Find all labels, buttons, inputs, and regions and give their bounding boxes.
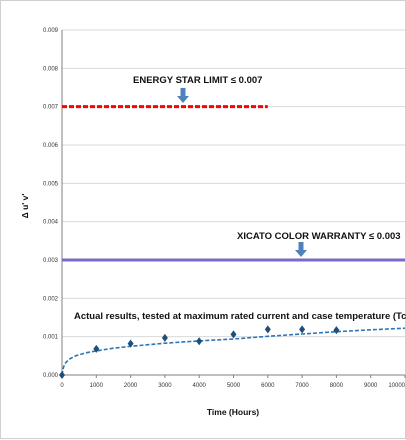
y-tick-label: 0.001 xyxy=(43,335,59,341)
x-tick-label: 6000 xyxy=(261,383,275,389)
y-tick-label: 0.004 xyxy=(43,220,59,226)
y-tick-label: 0.005 xyxy=(43,181,59,187)
results-annotation: Actual results, tested at maximum rated … xyxy=(74,311,406,322)
data-point xyxy=(93,344,100,353)
x-tick-label: 8000 xyxy=(330,383,344,389)
x-tick-label: 3000 xyxy=(158,383,172,389)
x-tick-label: 2000 xyxy=(124,383,138,389)
y-tick-label: 0.008 xyxy=(43,66,59,72)
x-tick-label: 1000 xyxy=(90,383,104,389)
data-point xyxy=(230,330,237,339)
data-point xyxy=(127,339,134,348)
y-tick-label: 0.000 xyxy=(43,373,59,379)
x-tick-label: 4000 xyxy=(193,383,207,389)
down-arrow-icon xyxy=(177,88,189,103)
data-point xyxy=(333,326,340,335)
x-tick-label: 0 xyxy=(60,383,64,389)
data-point xyxy=(196,337,203,346)
data-point xyxy=(299,325,306,334)
down-arrow-icon xyxy=(295,242,307,257)
warranty-label: XICATO COLOR WARRANTY ≤ 0.003 xyxy=(237,231,401,242)
energy-star-label: ENERGY STAR LIMIT ≤ 0.007 xyxy=(133,75,262,86)
trendline xyxy=(61,327,406,376)
y-tick-label: 0.009 xyxy=(43,28,59,34)
data-point xyxy=(264,325,271,334)
y-tick-label: 0.002 xyxy=(43,296,59,302)
x-axis-title: Time (Hours) xyxy=(207,407,259,417)
y-tick-label: 0.007 xyxy=(43,105,59,111)
y-tick-label: 0.006 xyxy=(43,143,59,149)
data-point xyxy=(59,371,65,379)
data-point xyxy=(161,333,168,342)
y-tick-label: 0.003 xyxy=(43,258,59,264)
y-axis-title: Δ u' v' xyxy=(20,194,30,219)
x-tick-label: 5000 xyxy=(227,383,241,389)
x-tick-label: 10000 xyxy=(388,383,405,389)
x-tick-label: 9000 xyxy=(364,383,378,389)
x-tick-label: 7000 xyxy=(295,383,309,389)
